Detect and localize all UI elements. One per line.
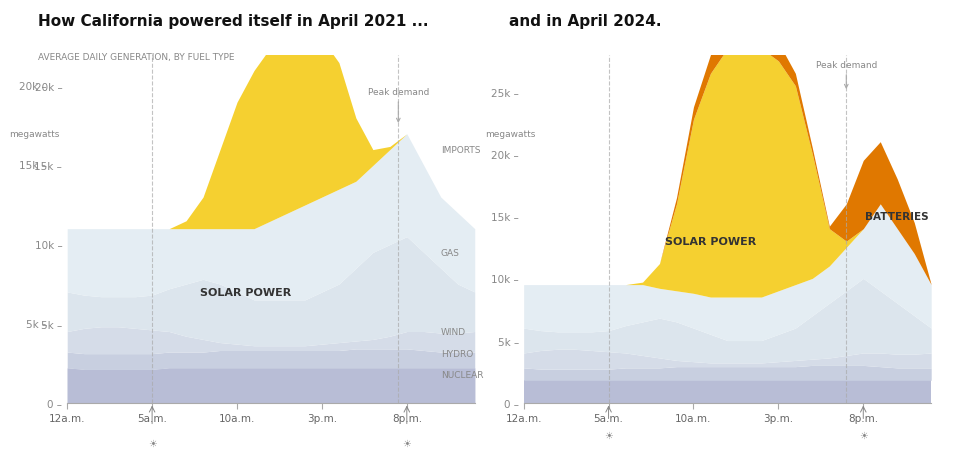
Text: GAS: GAS	[441, 248, 460, 257]
Text: Peak demand: Peak demand	[816, 61, 877, 89]
Text: and in April 2024.: and in April 2024.	[509, 14, 661, 29]
Text: BATTERIES: BATTERIES	[865, 212, 929, 222]
Text: SOLAR POWER: SOLAR POWER	[665, 237, 756, 247]
Text: 15k –: 15k –	[19, 161, 47, 171]
Text: ☀: ☀	[604, 430, 612, 440]
Text: NUCLEAR: NUCLEAR	[441, 370, 483, 379]
Text: IMPORTS: IMPORTS	[441, 146, 480, 155]
Text: 20k –: 20k –	[19, 82, 47, 92]
Text: ☀: ☀	[402, 438, 411, 448]
Text: ☀: ☀	[148, 438, 156, 448]
Text: Peak demand: Peak demand	[368, 88, 429, 123]
Text: AVERAGE DAILY GENERATION, BY FUEL TYPE: AVERAGE DAILY GENERATION, BY FUEL TYPE	[38, 53, 235, 62]
Text: How California powered itself in April 2021 ...: How California powered itself in April 2…	[38, 14, 429, 29]
Text: 5k –: 5k –	[26, 319, 47, 329]
Text: SOLAR POWER: SOLAR POWER	[200, 288, 291, 297]
Text: WIND: WIND	[441, 327, 466, 336]
Text: ☀: ☀	[859, 430, 868, 440]
Text: megawatts: megawatts	[485, 130, 535, 138]
Text: megawatts: megawatts	[10, 130, 60, 138]
Text: HYDRO: HYDRO	[441, 350, 473, 358]
